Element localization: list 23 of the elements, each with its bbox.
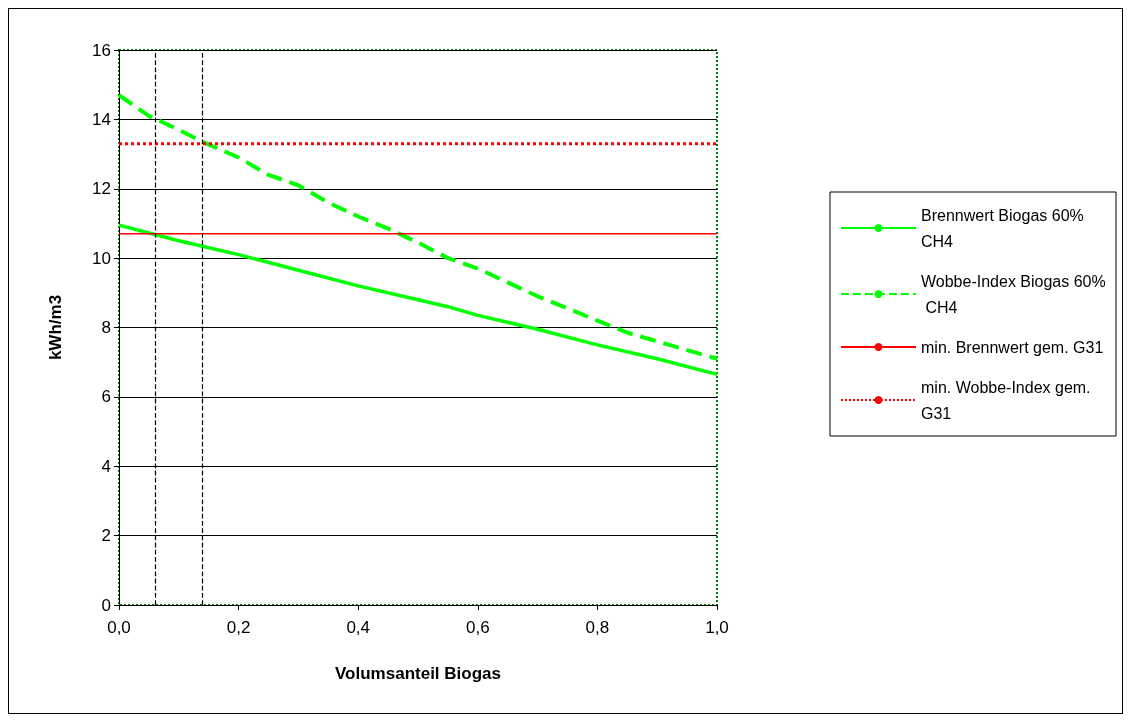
y-tick-label: 4 [101, 456, 111, 476]
legend-label: min. Brennwert gem. G31 [921, 338, 1104, 356]
legend-label: min. Wobbe-Index gem. G31 [921, 378, 1096, 422]
line-series [117, 93, 719, 361]
x-tick-label: 0,6 [465, 618, 490, 637]
y-tick-label: 16 [92, 40, 111, 60]
y-tick-label: 8 [101, 318, 111, 337]
y-axis-title: kWh/m3 [46, 294, 65, 361]
x-tick-label: 0,2 [226, 618, 251, 637]
x-tick-label: 0,0 [107, 618, 131, 637]
y-tick-label: 10 [92, 248, 111, 268]
line-series [117, 223, 719, 377]
x-tick-label: 1,0 [705, 618, 729, 637]
y-tick-label: 14 [92, 109, 111, 129]
y-tick-label: 0 [101, 595, 111, 615]
y-tick-label: 6 [101, 387, 111, 407]
y-tick-label: 2 [101, 526, 111, 546]
x-tick-label: 0,8 [585, 618, 610, 637]
x-axis-title: Volumsanteil Biogas [335, 664, 501, 683]
y-tick-label: 12 [92, 179, 111, 199]
legend-label: Wobbe-Index Biogas 60% CH4 [921, 272, 1106, 316]
legend-label: Brennwert Biogas 60% CH4 [921, 206, 1089, 250]
x-tick-label: 0,4 [346, 618, 371, 637]
